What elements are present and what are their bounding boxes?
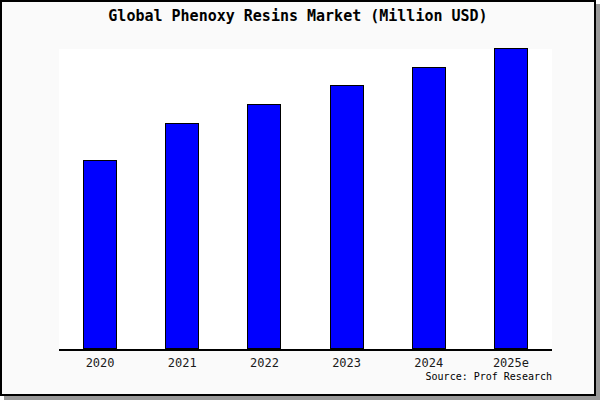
x-tick-label-2020: 2020 [59, 356, 141, 370]
x-tick-label-2025e: 2025e [470, 356, 552, 370]
bar-2023 [330, 85, 364, 349]
x-tick-label-2022: 2022 [223, 356, 305, 370]
x-tick-label-2024: 2024 [388, 356, 470, 370]
chart-card: Global Phenoxy Resins Market (Million US… [0, 0, 596, 396]
x-axis-tick-labels: 202020212022202320242025e [59, 356, 552, 370]
chart-title: Global Phenoxy Resins Market (Million US… [2, 7, 594, 25]
plot-area [59, 49, 552, 351]
bar-slot [306, 49, 388, 349]
bar-slot [470, 49, 552, 349]
bar-slot [141, 49, 223, 349]
bar-slot [59, 49, 141, 349]
bar-slot [223, 49, 305, 349]
bar-2025e [494, 48, 528, 349]
x-tick-label-2021: 2021 [141, 356, 223, 370]
x-tick-label-2023: 2023 [306, 356, 388, 370]
bar-2020 [83, 160, 117, 349]
bar-slot [388, 49, 470, 349]
source-note: Source: Prof Research [59, 371, 552, 382]
bar-2021 [165, 123, 199, 349]
bar-2024 [412, 67, 446, 349]
bar-2022 [247, 104, 281, 349]
